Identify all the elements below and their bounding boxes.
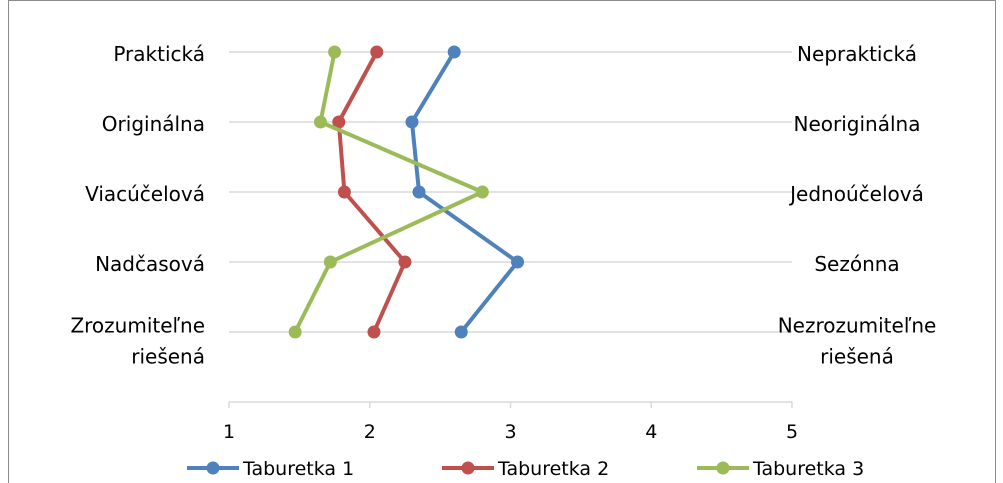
data-point-series-1 xyxy=(412,185,426,199)
data-point-series-3 xyxy=(313,115,327,129)
right-category-label: Jednoúčelová xyxy=(788,182,924,206)
data-point-series-2 xyxy=(398,255,412,269)
data-point-series-3 xyxy=(288,325,302,339)
x-tick-label: 5 xyxy=(786,421,798,443)
right-category-label: Sezónna xyxy=(814,252,899,276)
data-point-series-1 xyxy=(454,325,468,339)
legend-label-3: Taburetka 3 xyxy=(752,458,864,480)
data-point-series-1 xyxy=(405,115,419,129)
data-point-series-3 xyxy=(328,45,342,59)
data-point-series-3 xyxy=(475,185,489,199)
left-category-label: Nadčasová xyxy=(95,252,205,276)
right-category-label: Nepraktická xyxy=(797,42,917,66)
data-point-series-3 xyxy=(323,255,337,269)
data-point-series-1 xyxy=(511,255,525,269)
data-point-series-2 xyxy=(332,115,346,129)
right-category-label: Neoriginálna xyxy=(794,112,921,136)
legend-marker-1 xyxy=(206,461,220,475)
data-point-series-2 xyxy=(367,325,381,339)
left-category-label: Zrozumiteľne xyxy=(70,314,205,338)
x-tick-label: 4 xyxy=(645,421,657,443)
left-category-label: Originálna xyxy=(102,112,205,136)
left-category-label: Praktická xyxy=(113,42,205,66)
x-tick-label: 1 xyxy=(223,421,235,443)
left-category-label: riešená xyxy=(131,345,205,369)
legend-label-1: Taburetka 1 xyxy=(242,458,354,480)
data-point-series-2 xyxy=(337,185,351,199)
legend-label-2: Taburetka 2 xyxy=(497,458,609,480)
right-category-label: riešená xyxy=(820,345,894,369)
legend-marker-2 xyxy=(461,461,475,475)
x-tick-label: 2 xyxy=(364,421,376,443)
data-point-series-1 xyxy=(447,45,461,59)
x-tick-label: 3 xyxy=(504,421,516,443)
right-category-label: Nezrozumiteľne xyxy=(778,314,937,338)
data-point-series-2 xyxy=(370,45,384,59)
legend-marker-3 xyxy=(716,461,730,475)
left-category-label: Viacúčelová xyxy=(85,182,205,206)
